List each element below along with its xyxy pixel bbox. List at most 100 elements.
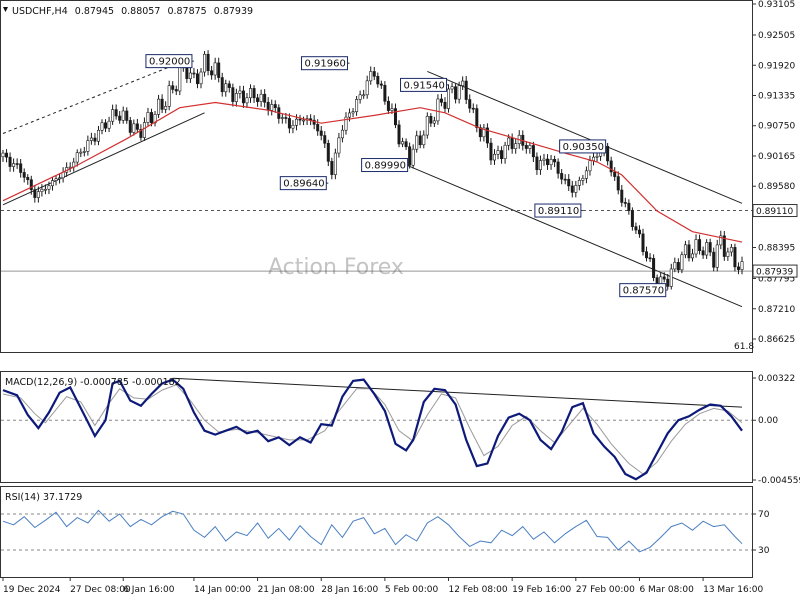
candle-body — [51, 180, 55, 187]
candle-body — [422, 134, 426, 146]
candle-body — [167, 85, 171, 107]
candle-body — [19, 163, 23, 173]
candle-body — [595, 155, 599, 158]
price-panel-frame — [0, 0, 753, 353]
trendline-lower — [2, 112, 205, 206]
candle-body — [687, 244, 691, 259]
header-symbol: USDCHF,H4 — [12, 6, 68, 17]
price-tick-label: 0.90165 — [758, 152, 795, 162]
candle-body — [694, 239, 698, 255]
watermark: Action Forex — [268, 255, 404, 280]
candle-body — [432, 120, 436, 124]
callout-box — [279, 176, 327, 191]
candle-body — [82, 151, 86, 153]
candle-body — [500, 150, 504, 159]
candle-body — [415, 135, 419, 150]
candle-body — [316, 124, 320, 132]
candle-body — [365, 80, 369, 96]
candle-body — [429, 115, 433, 124]
price-tag-label: 0.87939 — [756, 268, 793, 278]
candle-body — [36, 191, 40, 198]
candle-body — [224, 83, 228, 93]
candle-body — [157, 98, 161, 115]
svg-text:USDCHF,H4 0.87945: USDCHF,H4 0.87945 0.88057 0.87875 0.8793… — [12, 6, 253, 17]
candle-body — [195, 73, 199, 85]
callout-label: 0.89110 — [538, 206, 579, 217]
candle-body — [111, 109, 115, 122]
candle-body — [386, 100, 390, 111]
callout-box — [619, 283, 667, 298]
price-tick-label: 0.90750 — [758, 122, 795, 132]
fib-level-label: 61.8 — [734, 342, 754, 352]
price-tick-label: 0.86625 — [758, 335, 795, 345]
candle-body — [542, 158, 546, 161]
price-tick-label: 0.87210 — [758, 305, 795, 315]
candle-body — [439, 98, 443, 103]
candle-body — [740, 261, 744, 270]
candle-body — [298, 118, 302, 121]
candle-body — [666, 278, 670, 287]
candle-body — [146, 112, 150, 123]
callout-label: 0.89990 — [365, 161, 406, 172]
candle-body — [401, 141, 405, 145]
callout-label: 0.91540 — [404, 80, 445, 91]
candle-body — [217, 62, 221, 78]
candle-body — [231, 87, 235, 102]
candle-body — [5, 152, 9, 158]
candle-body — [185, 66, 189, 79]
header-open: 0.87945 — [75, 6, 114, 17]
candle-body — [319, 130, 323, 136]
candle-body — [369, 71, 373, 82]
time-tick-label: 6 Jan 16:00 — [123, 585, 175, 595]
price-tick-label: 0.91335 — [758, 92, 795, 102]
candle-body — [270, 104, 274, 111]
candle-body — [142, 122, 146, 138]
candle-body — [139, 129, 143, 138]
candle-body — [708, 242, 712, 253]
candle-body — [302, 119, 306, 122]
time-tick-label: 28 Jan 16:00 — [321, 585, 378, 595]
candle-body — [588, 160, 592, 172]
candle-body — [733, 247, 737, 268]
candle-body — [107, 120, 111, 129]
macd-header: MACD(12,26,9) -0.000785 -0.000182 — [5, 377, 181, 388]
candle-body — [701, 250, 705, 256]
callout-box — [534, 203, 582, 218]
time-tick-label: 19 Feb 16:00 — [512, 585, 571, 595]
candle-body — [719, 235, 723, 246]
candle-body — [284, 117, 288, 119]
price-tag-label: 0.89110 — [756, 207, 793, 217]
candle-body — [178, 67, 182, 92]
channel-lower — [398, 161, 743, 308]
price-layer: 0.92000 0.91960 0.91540 0.89640 0.89990 0.903… — [1, 50, 752, 308]
callout-label: 0.87570 — [623, 286, 664, 297]
candle-body — [447, 88, 451, 109]
candle-body — [411, 148, 415, 166]
candle-body — [485, 127, 489, 144]
candle-body — [326, 142, 330, 162]
time-tick-label: 27 Dec 08:00 — [70, 585, 131, 595]
candle-body — [722, 235, 726, 257]
candle-body — [206, 53, 210, 72]
candle-body — [125, 110, 129, 121]
macd-trendline — [172, 377, 743, 408]
candle-body — [330, 161, 334, 175]
candle-body — [503, 144, 507, 159]
candle-body — [43, 188, 47, 191]
candle-body — [471, 107, 475, 110]
candle-body — [683, 244, 687, 256]
candle-body — [263, 93, 267, 103]
candle-body — [507, 137, 511, 146]
candle-body — [383, 84, 387, 102]
candle-body — [577, 180, 581, 186]
callout-label: 0.92000 — [149, 57, 190, 68]
candle-body — [627, 202, 631, 211]
candle-body — [234, 93, 238, 102]
candle-body — [492, 153, 496, 161]
candle-body — [351, 111, 355, 114]
candle-body — [404, 141, 408, 148]
candle-body — [273, 104, 277, 108]
candle-body — [443, 101, 447, 109]
candle-body — [461, 80, 465, 86]
